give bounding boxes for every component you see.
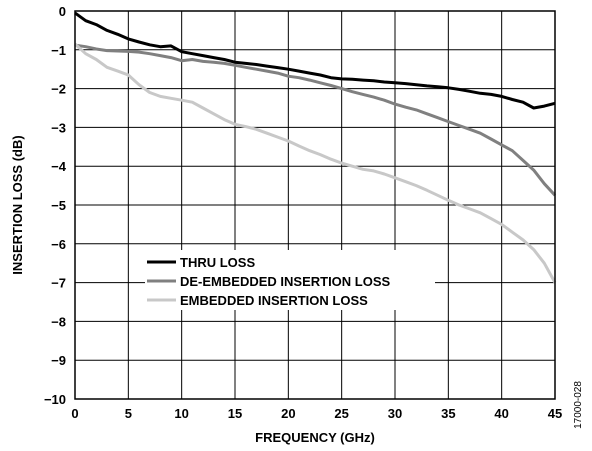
y-tick-label: −5 — [51, 198, 66, 213]
series-layer — [73, 11, 557, 284]
x-axis-ticks: 0 5 10 15 20 25 30 35 40 45 — [71, 406, 562, 421]
thru-loss-line — [74, 11, 556, 110]
y-tick-label: −7 — [51, 276, 66, 291]
y-tick-label: −8 — [51, 314, 66, 329]
legend: THRU LOSS DE-EMBEDDED INSERTION LOSS EMBED… — [145, 250, 435, 310]
x-tick-label: 40 — [494, 406, 508, 421]
y-tick-label: 0 — [59, 4, 66, 19]
legend-label: EMBEDDED INSERTION LOSS — [180, 293, 368, 308]
plot-frame — [74, 10, 556, 400]
y-tick-label: −1 — [51, 43, 66, 58]
y-tick-label: −9 — [51, 353, 66, 368]
y-axis-title: INSERTION LOSS (dB) — [10, 135, 25, 274]
legend-item-thru-loss: THRU LOSS — [147, 255, 255, 270]
legend-item-embedded: EMBEDDED INSERTION LOSS — [147, 293, 368, 308]
x-tick-label: 30 — [388, 406, 402, 421]
x-tick-label: 35 — [441, 406, 455, 421]
x-tick-label: 25 — [334, 406, 348, 421]
figure-code: 17000-028 — [573, 381, 584, 429]
x-tick-label: 10 — [174, 406, 188, 421]
de-embedded-insertion-loss-line — [74, 43, 557, 197]
embedded-insertion-loss-line — [73, 42, 557, 284]
x-tick-label: 15 — [228, 406, 242, 421]
x-tick-label: 20 — [281, 406, 295, 421]
x-axis-title: FREQUENCY (GHz) — [255, 430, 375, 445]
x-tick-label: 5 — [125, 406, 132, 421]
y-tick-label: −10 — [44, 392, 66, 407]
y-tick-label: −4 — [51, 159, 67, 174]
grid — [75, 11, 555, 399]
y-tick-label: −6 — [51, 237, 66, 252]
x-tick-label: 45 — [548, 406, 562, 421]
legend-item-de-embedded: DE-EMBEDDED INSERTION LOSS — [147, 274, 391, 289]
legend-background — [145, 250, 435, 310]
y-tick-label: −3 — [51, 120, 66, 135]
y-tick-label: −2 — [51, 82, 66, 97]
y-axis-ticks: 0 −1 −2 −3 −4 −5 −6 −7 −8 −9 −10 — [44, 4, 67, 407]
x-tick-label: 0 — [71, 406, 78, 421]
legend-label: DE-EMBEDDED INSERTION LOSS — [180, 274, 391, 289]
legend-label: THRU LOSS — [180, 255, 255, 270]
